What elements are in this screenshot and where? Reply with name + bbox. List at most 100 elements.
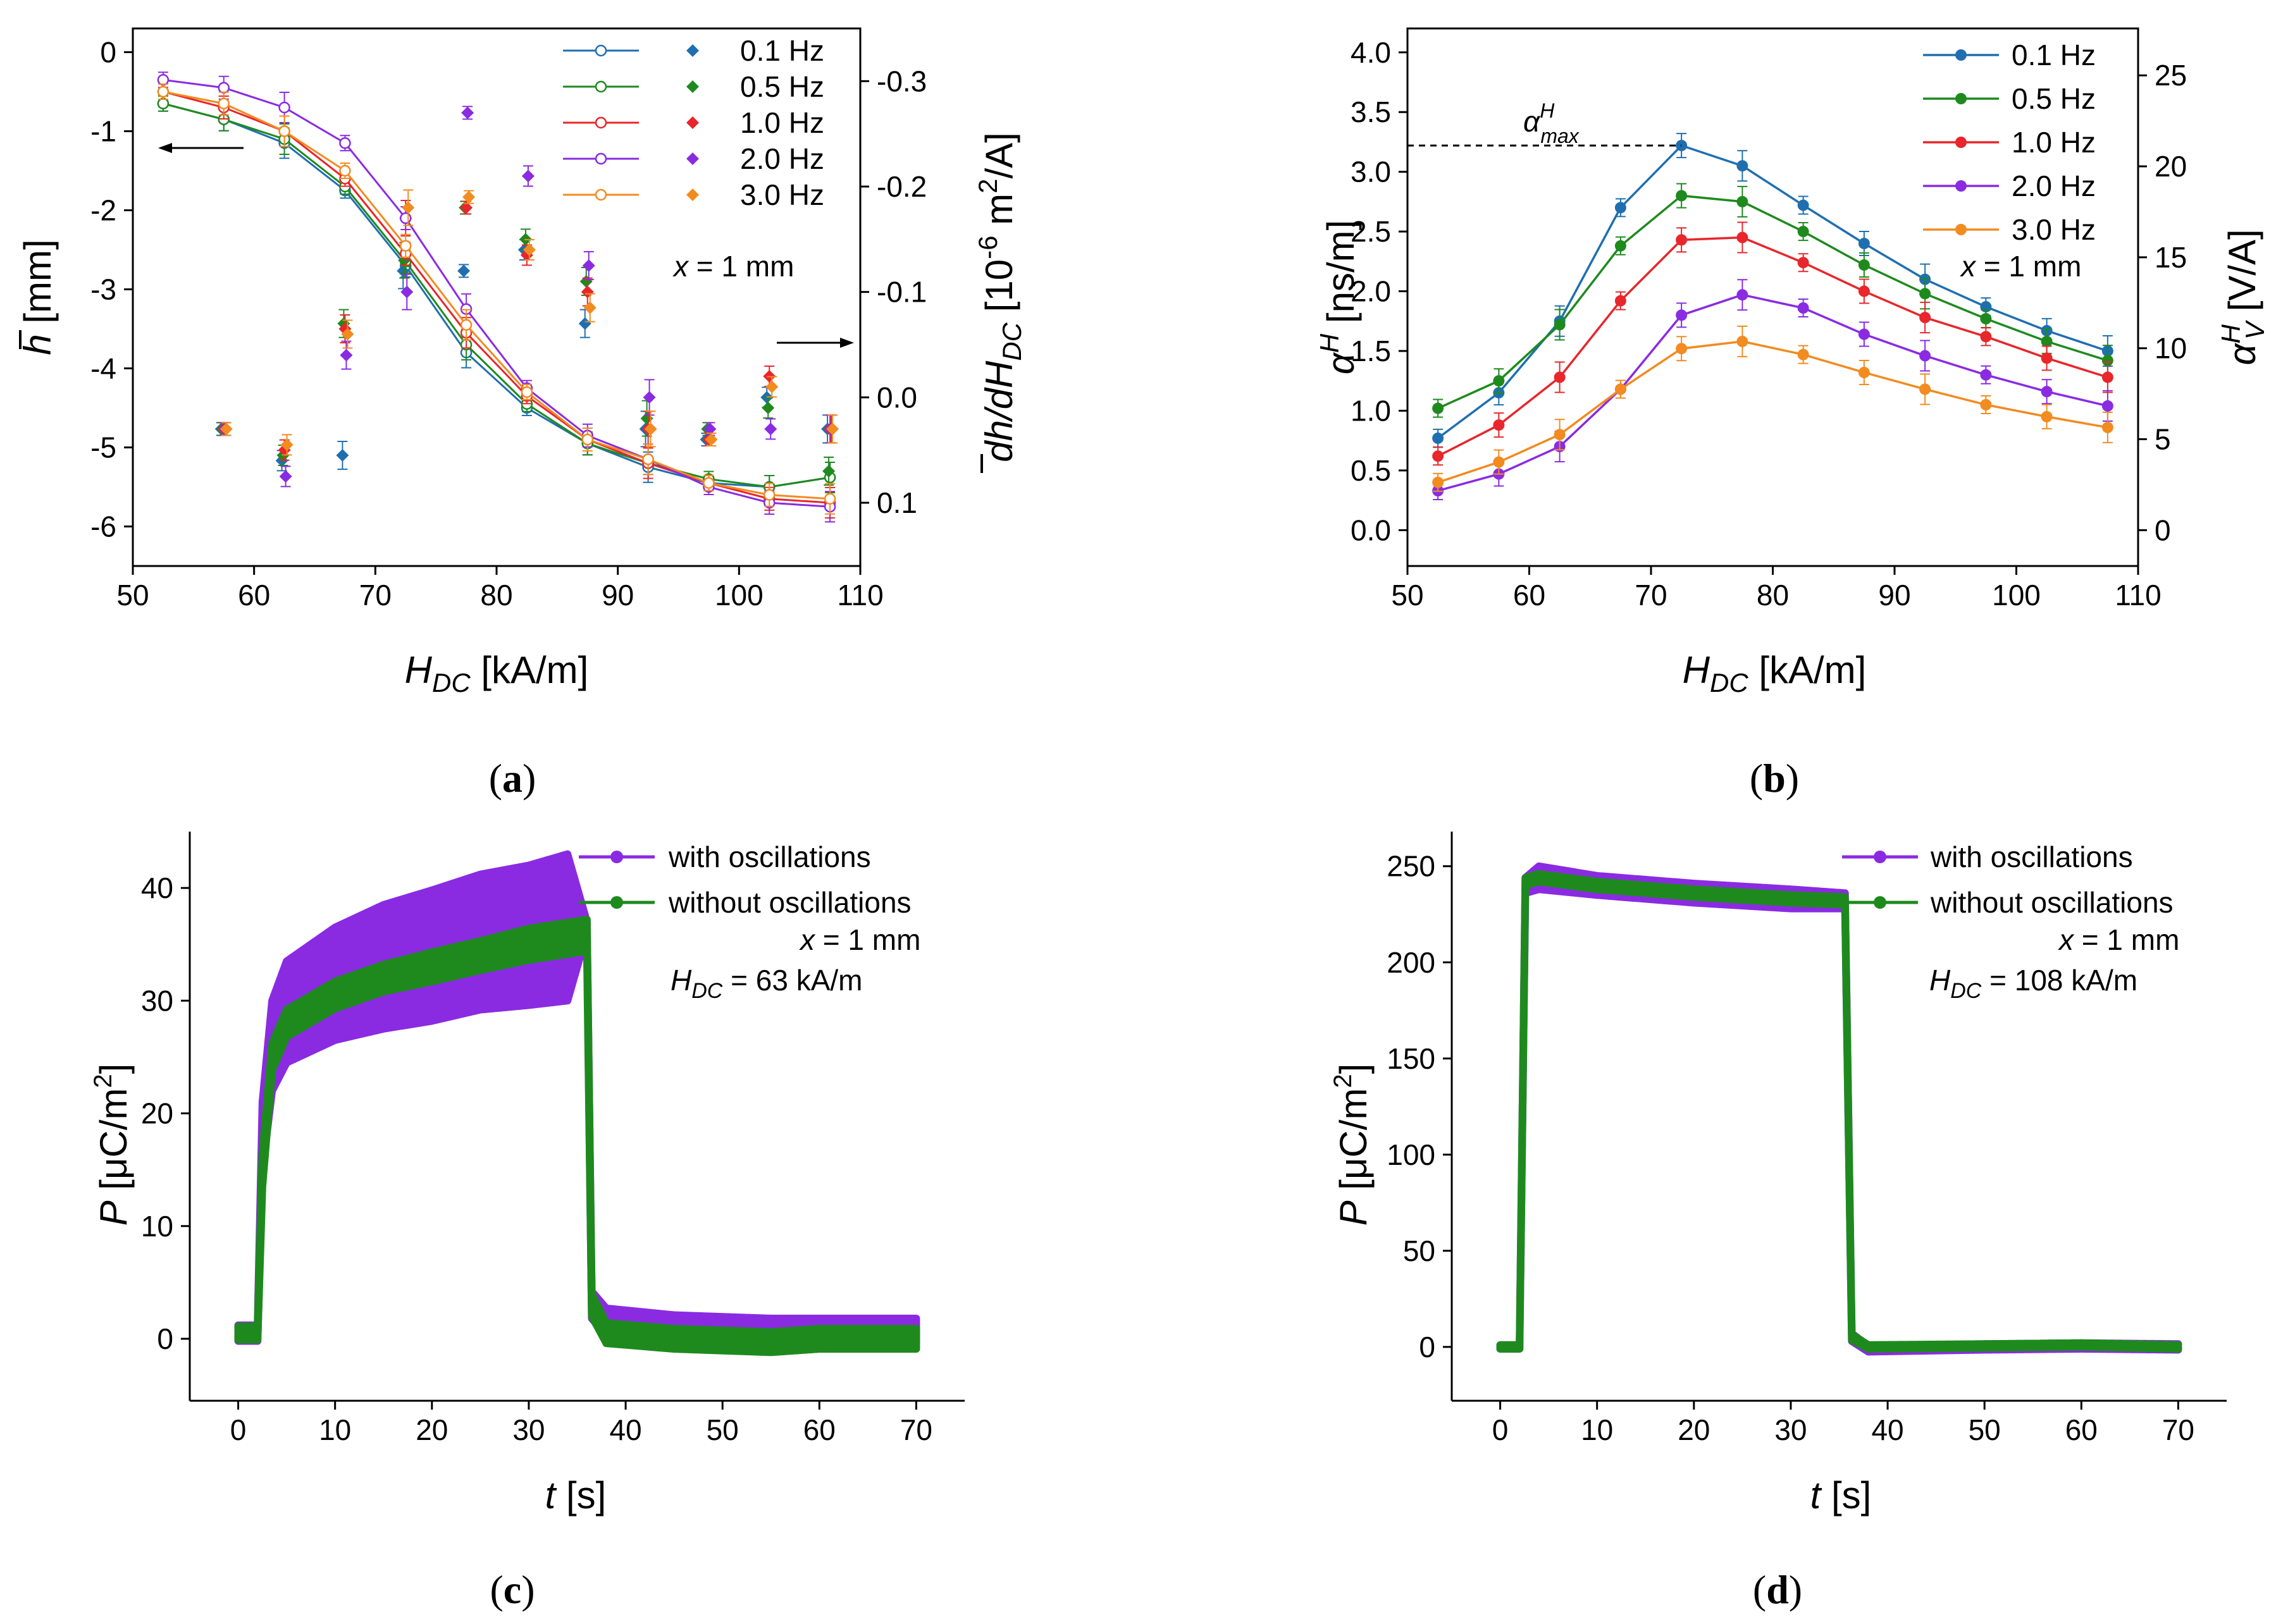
legend-label: 2.0 Hz [740,142,824,175]
derivative-point [579,275,593,288]
signal-band [234,916,920,1356]
x-tick-label: 80 [1757,579,1789,612]
legend-label: without oscillations [668,886,912,919]
x-tick-label: 40 [1871,1413,1903,1446]
derivative-point [822,465,836,477]
annotation-x: x = 1 mm [799,923,920,956]
y-tick-label: -1 [90,115,116,148]
data-point [218,82,230,94]
data-point [2101,355,2113,367]
data-point [1676,343,1688,355]
derivative-point [402,201,415,214]
derivative-point [280,438,294,452]
y2-tick-label: -0.3 [877,65,927,97]
data-point [1493,456,1505,468]
y2-tick-label: 15 [2155,241,2187,274]
legend-label: 2.0 Hz [2012,169,2096,202]
y-axis-label: αH [ns/m] [1314,220,1362,375]
y-tick-label: 30 [141,984,173,1017]
x-tick-label: 70 [359,579,392,612]
y-axis-label: P [μC/m2] [89,1064,135,1226]
derivative-point [460,201,473,214]
data-point [157,97,170,109]
legend-label: 0.1 Hz [740,34,824,67]
x-tick-label: 0 [230,1413,247,1446]
data-point [1919,312,1931,324]
data-point [1980,313,1992,324]
legend-marker [595,44,607,57]
derivative-point [341,328,354,341]
data-point [1797,199,1809,211]
series-line [163,102,831,488]
annotation-x: x = 1 mm [2058,923,2179,956]
y2-tick-label: -0.2 [877,170,927,203]
legend-label: 0.1 Hz [2012,39,2096,71]
data-point [400,240,412,252]
annotation-hdc: HDC = 108 kA/m [1929,964,2137,1003]
right-axis-arrow [777,338,854,348]
legend-marker [1955,49,1967,61]
x-tick-label: 30 [512,1413,545,1446]
x-tick-label: 40 [609,1413,641,1446]
caption-c: (c) [490,1567,535,1612]
legend-marker [595,80,607,93]
svg-text:αH [ns/m]: αH [ns/m] [1314,220,1362,375]
legend: with oscillations without oscillations [579,840,912,919]
x-tick-label: 60 [2065,1413,2098,1446]
derivative-point [762,402,775,414]
derivative-point [643,391,656,404]
derivative-point [583,301,597,314]
y-tick-label: -4 [90,352,116,385]
x-tick-label: 50 [116,579,149,612]
y-tick-label: 2.0 [1351,275,1391,308]
x-axis-label: t [s] [545,1474,607,1516]
legend-diamond [686,44,699,57]
derivative-point [578,317,591,330]
y-tick-label: 0 [1419,1331,1435,1363]
data-point [1980,369,1992,381]
y-tick-label: 10 [141,1210,173,1243]
x-tick-label: 50 [707,1413,739,1446]
max-label: αH max [1523,99,1580,147]
data-point [1493,419,1505,431]
y2-tick-label: 25 [2155,59,2187,92]
x-tick-label: 110 [2115,579,2161,612]
legend-marker [595,188,607,201]
annotation-hdc: HDC = 63 kA/m [671,964,863,1003]
derivative-point [462,190,476,204]
signal-line [1500,874,2179,1350]
series-line [163,78,831,508]
data-point [1736,160,1748,172]
legend: 0.1 Hz0.5 Hz1.0 Hz2.0 Hz3.0 Hz [563,34,824,211]
series-line [1437,194,2108,410]
legend-marker [610,851,623,863]
data-point [1858,328,1870,340]
data-point [1980,399,1992,410]
x-tick-label: 20 [416,1413,448,1446]
data-point [1919,288,1931,300]
y-tick-label: -2 [90,194,116,227]
data-point [278,125,290,137]
x-tick-label: 100 [715,579,764,612]
y-tick-label: 0 [100,36,116,69]
data-point [400,212,412,225]
y-tick-label: 50 [1403,1234,1435,1267]
y-tick-label: 0.5 [1351,454,1391,487]
legend-label: 3.0 Hz [740,178,824,211]
y-tick-label: 0 [157,1322,173,1355]
data-point [1432,450,1444,462]
data-point [1614,295,1626,307]
data-point [1676,190,1688,202]
legend-label: 0.5 Hz [740,70,824,103]
data-point [2041,386,2053,398]
data-point [1736,289,1748,301]
data-point [460,319,473,331]
y2-tick-label: 20 [2155,150,2187,183]
y-tick-label: 200 [1387,946,1435,979]
data-point [1432,432,1444,444]
data-point [1858,238,1870,249]
derivative-point [340,348,353,362]
data-point [1676,234,1688,246]
data-point [2041,335,2053,347]
legend: 0.1 Hz0.5 Hz1.0 Hz2.0 Hz3.0 Hz [1923,39,2096,246]
